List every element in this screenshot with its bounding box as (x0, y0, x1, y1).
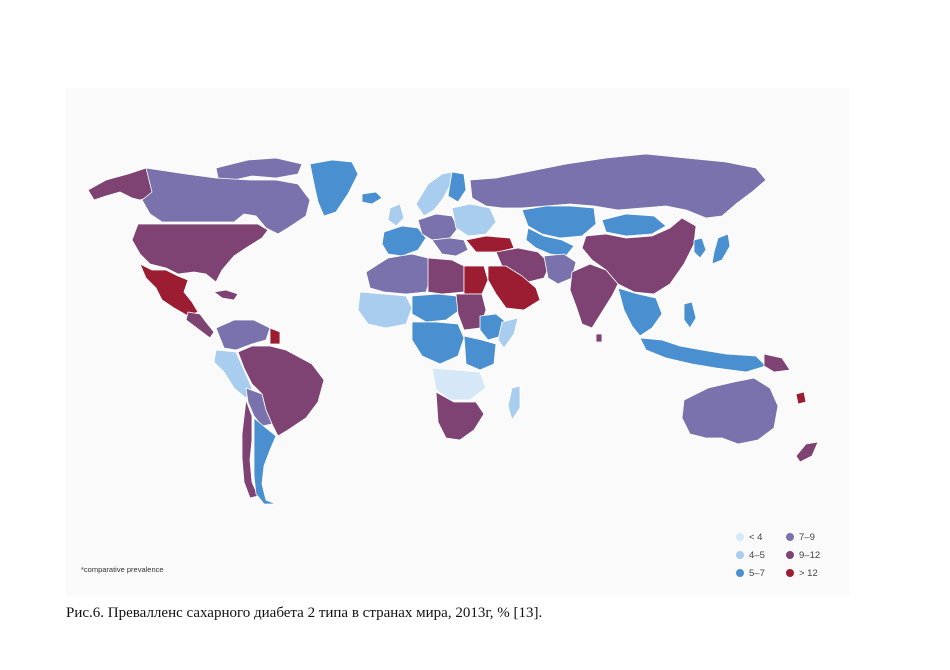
region-new-zealand (795, 441, 819, 463)
region-arctic-islands (215, 157, 303, 181)
legend-label: > 12 (799, 567, 818, 579)
region-madagascar (507, 385, 521, 421)
region-greenland (309, 159, 359, 217)
region-bolivia-paraguay (245, 387, 273, 427)
map-footnote: *comparative prevalence (81, 565, 164, 574)
region-libya (427, 257, 465, 295)
region-southeast-asia (617, 287, 663, 337)
region-east-africa (463, 335, 497, 371)
region-argentina (253, 417, 277, 505)
region-scandinavia (415, 171, 453, 217)
region-balkans (431, 237, 469, 257)
legend-swatch (786, 551, 794, 559)
region-philippines (683, 301, 697, 329)
region-mexico (139, 263, 199, 317)
legend-label: 9–12 (799, 549, 821, 561)
region-western-europe (381, 225, 427, 257)
region-peru-ecuador (213, 349, 253, 399)
region-usa (131, 223, 269, 283)
legend-swatch (786, 569, 794, 577)
region-australia (681, 377, 779, 445)
region-southern-central-africa (431, 367, 487, 401)
legend-swatch (736, 569, 744, 577)
legend-swatch (736, 551, 744, 559)
region-indonesia (639, 337, 767, 373)
map-legend: < 4 4–5 5–7 7–9 9–12 > 12 (736, 530, 846, 586)
region-southern-africa (435, 391, 485, 441)
region-maghreb (365, 253, 433, 295)
region-iceland (361, 191, 383, 205)
region-russia (469, 153, 767, 219)
region-horn-of-africa (497, 317, 519, 349)
region-sri-lanka (595, 333, 603, 343)
region-brazil (237, 345, 325, 437)
region-canada (141, 167, 311, 235)
region-west-africa (357, 291, 413, 329)
region-turkey (465, 235, 515, 253)
legend-item: < 4 (736, 530, 762, 544)
region-guianas (269, 327, 281, 345)
region-kazakhstan (521, 205, 597, 239)
legend-swatch (736, 533, 744, 541)
world-map-panel: < 4 4–5 5–7 7–9 9–12 > 12 *comparative p… (66, 88, 849, 596)
legend-item: 9–12 (786, 548, 820, 562)
legend-label: 4–5 (749, 549, 765, 561)
region-egypt (463, 265, 489, 295)
legend-label: 5–7 (749, 567, 765, 579)
world-map (87, 153, 819, 505)
region-colombia-venezuela (215, 319, 271, 351)
region-korea (693, 237, 707, 259)
region-finland (447, 171, 467, 203)
region-pacific-islands (795, 391, 807, 405)
region-sahel (411, 293, 461, 323)
legend-item: 4–5 (736, 548, 765, 562)
region-central-europe (417, 213, 459, 241)
legend-label: 7–9 (799, 531, 815, 543)
region-uk-ireland (387, 203, 405, 227)
region-papua (763, 353, 791, 373)
region-caribbean (213, 289, 239, 301)
legend-swatch (786, 533, 794, 541)
legend-item: 5–7 (736, 566, 765, 580)
region-central-africa (411, 321, 465, 365)
region-japan (711, 233, 731, 265)
legend-label: < 4 (749, 531, 763, 543)
figure-caption: Рис.6. Превалленс сахарного диабета 2 ти… (66, 605, 543, 621)
region-central-america (185, 311, 215, 339)
region-india (569, 263, 619, 329)
legend-item: 7–9 (786, 530, 815, 544)
region-eastern-europe (451, 203, 497, 237)
region-mongolia (601, 213, 667, 237)
legend-item: > 12 (786, 566, 818, 580)
region-arabian-peninsula (487, 265, 541, 311)
